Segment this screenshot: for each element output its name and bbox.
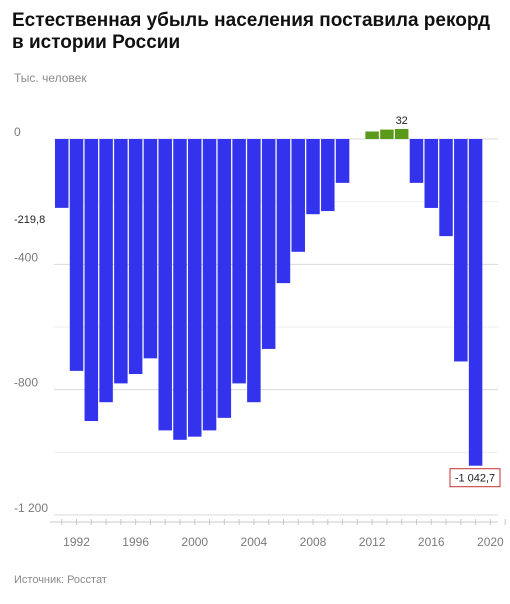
x-tick-label: 2008 <box>300 535 327 549</box>
x-tick-label: 2000 <box>181 535 208 549</box>
bar-1994 <box>99 139 113 403</box>
bar-2001 <box>202 139 217 431</box>
bar-2012 <box>365 131 379 139</box>
last-value-box <box>449 468 501 488</box>
x-tick-label: 2004 <box>241 535 268 549</box>
bar-1997 <box>143 139 158 359</box>
x-tick-label: 1992 <box>63 535 90 549</box>
bar-1996 <box>128 139 143 374</box>
bar-2019 <box>468 139 483 466</box>
bar-2000 <box>188 139 202 437</box>
bar-2009 <box>321 139 335 212</box>
max-value-label: 32 <box>396 115 408 127</box>
bar-1998 <box>158 139 172 431</box>
last-value-label: -1 042,7 <box>455 473 495 485</box>
source-note: Источник: Росстат <box>14 574 107 586</box>
bar-1999 <box>173 139 187 440</box>
x-tick-label: 1996 <box>122 535 149 549</box>
bar-2016 <box>424 139 438 208</box>
x-tick-label: 2020 <box>477 535 504 549</box>
bar-2005 <box>261 139 276 349</box>
bar-2017 <box>439 139 453 237</box>
bar-1992 <box>69 139 84 371</box>
y-tick-label: -800 <box>14 376 38 390</box>
bar-2007 <box>291 139 305 252</box>
y-tick-label: -1 200 <box>14 501 48 515</box>
bar-1993 <box>84 139 99 421</box>
first-value-label: -219,8 <box>14 214 45 226</box>
y-tick-label: -400 <box>14 250 38 264</box>
bar-2015 <box>409 139 424 183</box>
y-tick-label: 0 <box>14 125 21 139</box>
chart-title: Естественная убыль населения поставила р… <box>12 10 491 53</box>
x-tick-label: 2016 <box>418 535 445 549</box>
bar-2013 <box>380 129 394 139</box>
bar-2018 <box>454 139 468 362</box>
bar-2004 <box>247 139 261 403</box>
bar-2003 <box>232 139 246 384</box>
bar-1991 <box>55 139 69 208</box>
unit-label: Тыс. человек <box>14 71 87 85</box>
bar-2014 <box>394 128 409 139</box>
x-tick-label: 2012 <box>359 535 386 549</box>
bar-2008 <box>306 139 320 215</box>
bar-2006 <box>276 139 291 284</box>
bar-1995 <box>114 139 128 384</box>
bar-2002 <box>217 139 232 418</box>
bar-2010 <box>335 139 350 183</box>
